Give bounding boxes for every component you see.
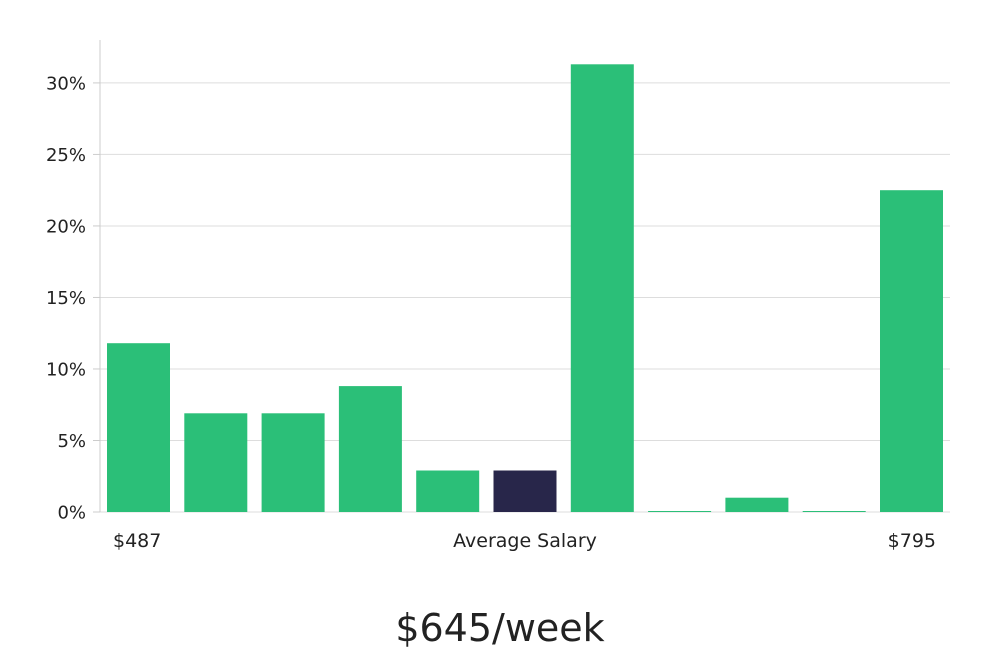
bar <box>725 497 789 512</box>
bar <box>802 511 866 512</box>
y-tick-label: 30% <box>46 73 86 94</box>
y-tick-label: 25% <box>46 145 86 166</box>
bar-average <box>493 470 557 512</box>
y-tick-label: 5% <box>57 431 86 452</box>
bar <box>338 386 402 512</box>
bar <box>261 413 325 512</box>
x-label-min: $487 <box>113 530 161 552</box>
bar <box>570 64 634 513</box>
y-tick-label: 0% <box>57 503 86 524</box>
bar <box>184 413 248 512</box>
y-tick-label: 20% <box>46 216 86 237</box>
y-tick-label: 10% <box>46 359 86 380</box>
x-label-max: $795 <box>888 530 936 552</box>
salary-distribution-chart: 0%5%10%15%20%25%30% $487 Average Salary … <box>46 40 950 552</box>
x-label-average: Average Salary <box>453 530 597 552</box>
bar <box>107 343 170 512</box>
y-axis-ticks: 0% 5% 10% 15% 20% 25% 30% <box>46 73 100 524</box>
bar <box>416 470 480 512</box>
bar <box>880 190 943 512</box>
average-salary-headline: $645/week <box>395 606 605 650</box>
y-tick-label: 15% <box>46 288 86 309</box>
bar <box>648 511 712 512</box>
bars <box>107 64 943 513</box>
